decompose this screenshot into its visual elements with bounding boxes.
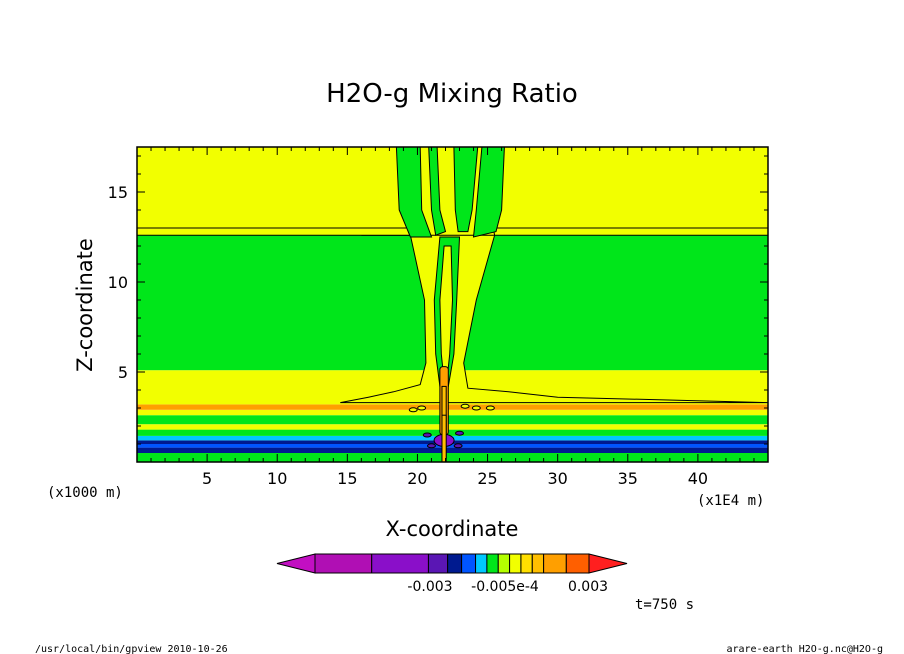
- colorbar-swatch: [509, 553, 522, 574]
- band-8: [137, 409, 768, 416]
- footer-right: arare-earth_H2O-g.nc@H2O-g: [726, 644, 883, 654]
- x-tick-label: 25: [477, 469, 497, 488]
- contour-fill: [137, 147, 768, 462]
- y-tick-label: 15: [108, 183, 128, 202]
- perturbation-8: [453, 443, 463, 449]
- colorbar: -0.003 -0.005e-4 0.003: [276, 553, 628, 595]
- x-tick-label: 30: [547, 469, 567, 488]
- upper-yellow-right: [492, 227, 768, 236]
- y-axis-label: Z-coordinate: [73, 238, 97, 372]
- y-tick-label: 10: [108, 273, 128, 292]
- band-2: [137, 444, 768, 448]
- colorbar-swatch: [447, 553, 463, 574]
- perturbation-7: [426, 443, 436, 449]
- perturbation-0: [408, 407, 418, 413]
- x-tick-label: 35: [618, 469, 638, 488]
- band-1: [137, 447, 768, 453]
- perturbation-2: [460, 403, 470, 409]
- plot-area: [137, 147, 768, 462]
- core-base: [441, 414, 447, 462]
- axes: 5 10 15 20 25 30 35 40 5 10 15: [108, 146, 769, 488]
- x-tick-label: 20: [407, 469, 427, 488]
- inner-green-left: [428, 147, 447, 236]
- colorbar-swatch: [497, 553, 511, 574]
- perturbation-3: [471, 405, 481, 411]
- colorbar-swatch: [543, 553, 567, 574]
- colorbar-low-arrow: [276, 553, 316, 574]
- colorbar-swatch: [486, 553, 499, 574]
- colorbar-label: 0.003: [568, 579, 608, 595]
- right-green-column: [472, 147, 505, 238]
- chart-title: H2O-g Mixing Ratio: [326, 79, 578, 109]
- left-green-column: [395, 147, 433, 238]
- colorbar-swatch: [371, 553, 429, 574]
- colorbar-high-arrow: [588, 553, 628, 574]
- plot-frame: [136, 146, 769, 463]
- colorbar-swatch: [531, 553, 545, 574]
- x-unit-left: (x1000 m): [47, 485, 123, 501]
- colorbar-swatch: [520, 553, 533, 574]
- colorbar-label: -0.005e-4: [471, 579, 539, 595]
- band-0: [137, 453, 768, 462]
- x-tick-label: 5: [202, 469, 212, 488]
- perturbation-4: [485, 405, 495, 411]
- colorbar-swatch: [565, 553, 590, 574]
- x-axis-label: X-coordinate: [386, 517, 519, 541]
- perturbation-5: [422, 432, 432, 438]
- colorbar-swatch: [461, 553, 477, 574]
- colorbar-swatch: [427, 553, 449, 574]
- band-6: [137, 424, 768, 430]
- colorbar-label: -0.003: [407, 579, 452, 595]
- perturbation-1: [417, 405, 427, 411]
- colorbar-swatch: [314, 553, 373, 574]
- band-9: [137, 404, 768, 410]
- y-tick-label: 5: [118, 363, 128, 382]
- band-12: [137, 147, 768, 236]
- band-5: [137, 429, 768, 436]
- perturbation-6: [455, 430, 465, 436]
- footer-left: /usr/local/bin/gpview 2010-10-26: [35, 644, 228, 654]
- inner-green-right: [453, 147, 479, 233]
- colorbar-swatch: [475, 553, 488, 574]
- time-label: t=750 s: [635, 597, 694, 613]
- band-7: [137, 415, 768, 425]
- x-unit-right: (x1E4 m): [697, 493, 764, 509]
- x-tick-label: 40: [688, 469, 708, 488]
- upper-yellow-left: [137, 227, 413, 236]
- x-tick-label: 10: [267, 469, 287, 488]
- x-tick-label: 15: [337, 469, 357, 488]
